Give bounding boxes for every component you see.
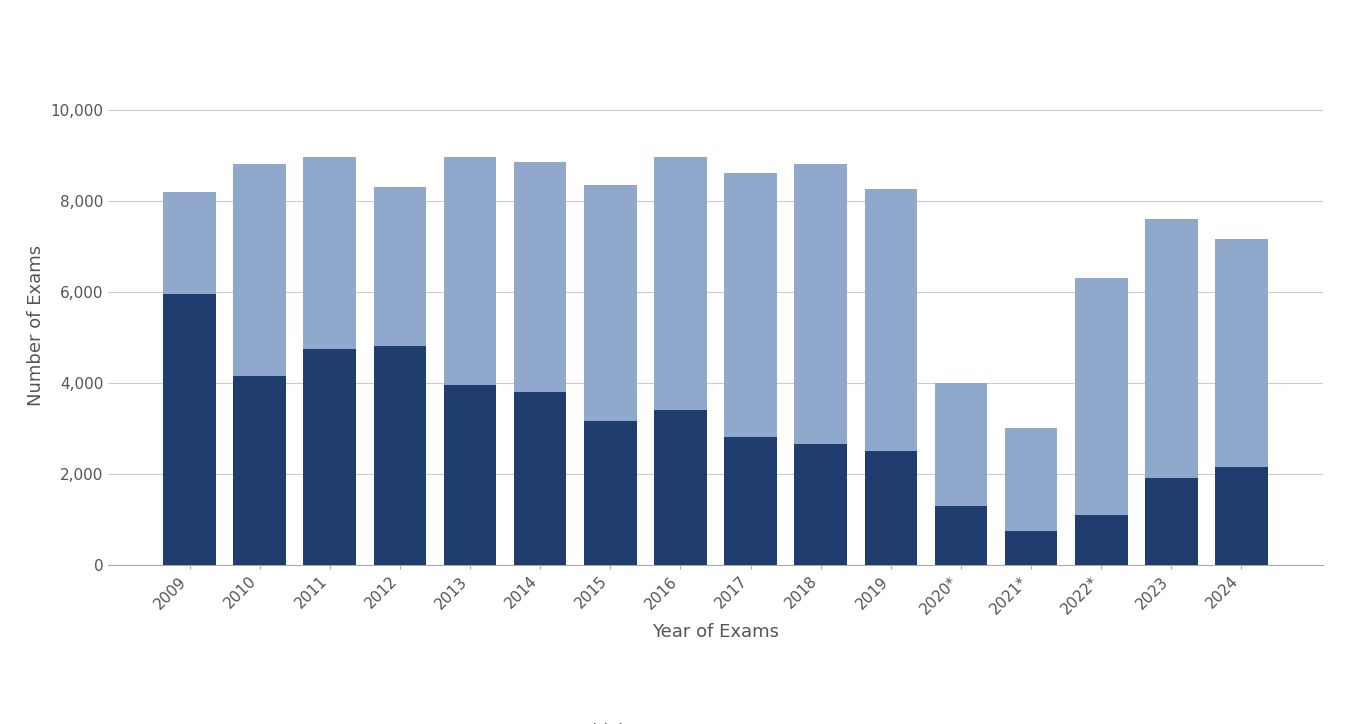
Bar — [794, 444, 846, 565]
Bar — [794, 164, 846, 444]
Bar — [1004, 531, 1057, 565]
Bar — [514, 392, 567, 565]
Bar — [934, 383, 987, 505]
Bar — [514, 162, 567, 392]
X-axis label: Year of Exams: Year of Exams — [652, 623, 779, 641]
Y-axis label: Number of Exams: Number of Exams — [27, 245, 45, 406]
Bar — [1215, 467, 1268, 565]
Bar — [163, 192, 216, 294]
Bar — [163, 294, 216, 565]
Bar — [1145, 479, 1197, 565]
Bar — [1075, 278, 1127, 515]
Bar — [655, 157, 707, 410]
Bar — [444, 385, 497, 565]
Bar — [585, 185, 637, 421]
Bar — [724, 173, 776, 437]
Bar — [374, 187, 427, 346]
Bar — [444, 157, 497, 385]
Bar — [1145, 219, 1197, 479]
Legend: Initial exams, Rescreen exams: Initial exams, Rescreen exams — [541, 717, 890, 724]
Bar — [585, 421, 637, 565]
Bar — [304, 157, 356, 348]
Bar — [724, 437, 776, 565]
Bar — [934, 505, 987, 565]
Bar — [234, 164, 286, 376]
Bar — [374, 346, 427, 565]
Bar — [864, 451, 917, 565]
Bar — [1004, 428, 1057, 531]
Bar — [1215, 240, 1268, 467]
Bar — [655, 410, 707, 565]
Bar — [1075, 515, 1127, 565]
Bar — [864, 189, 917, 451]
Bar — [234, 376, 286, 565]
Bar — [304, 348, 356, 565]
